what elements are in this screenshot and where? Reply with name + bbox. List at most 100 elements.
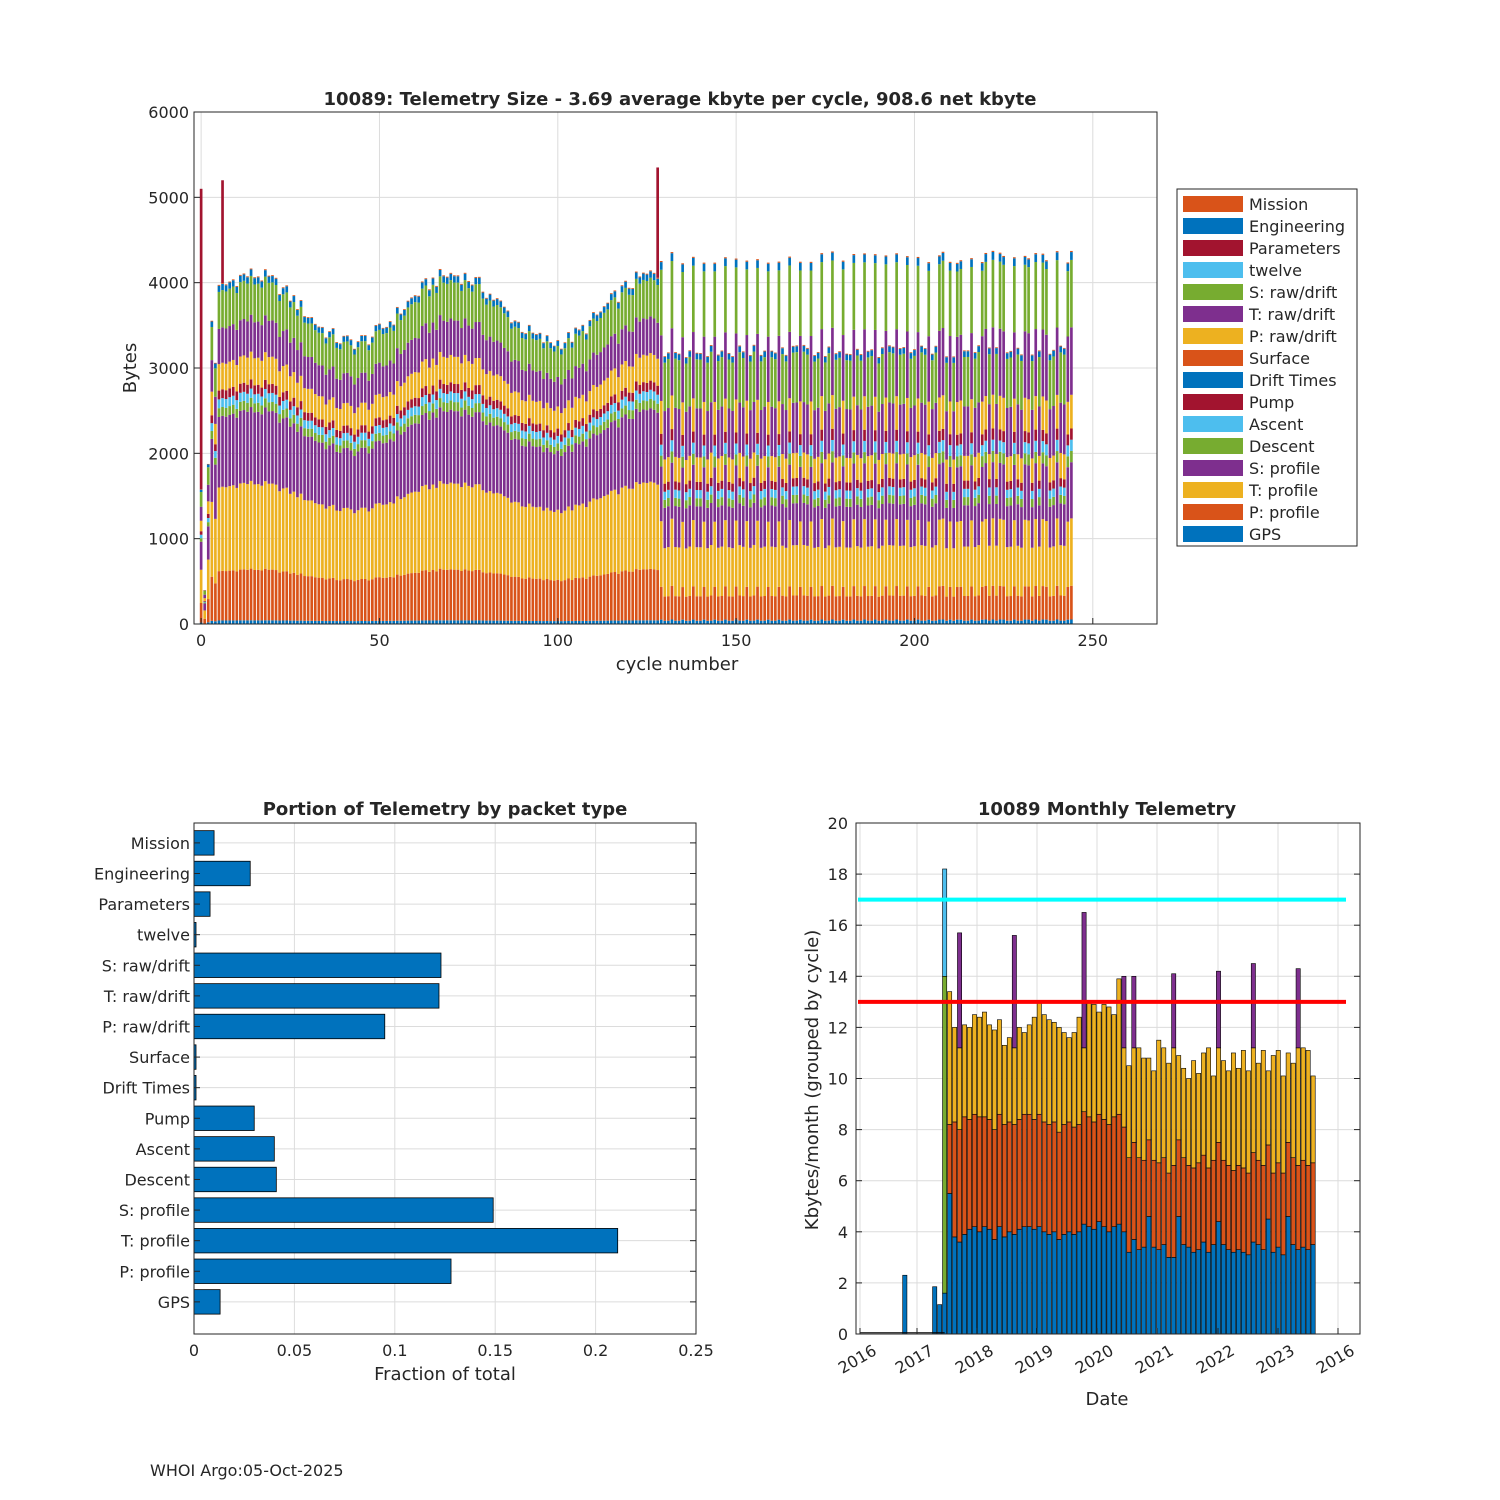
top-bar-segment bbox=[360, 402, 363, 426]
top-bar-segment bbox=[563, 408, 567, 431]
top-bar-segment bbox=[395, 306, 399, 308]
top-bar-segment bbox=[395, 620, 399, 624]
top-bar-segment bbox=[349, 450, 353, 510]
top-bar-segment bbox=[417, 491, 421, 573]
top-bar-segment bbox=[973, 352, 977, 353]
br-bar-segment bbox=[967, 1119, 972, 1230]
br-bar-segment bbox=[972, 1014, 977, 1115]
top-bar-segment bbox=[481, 291, 485, 293]
br-bar-segment bbox=[1275, 1162, 1281, 1248]
top-bar-segment bbox=[1016, 348, 1020, 355]
top-bar-segment bbox=[360, 372, 363, 403]
top-bar-segment bbox=[513, 326, 517, 360]
top-bar-segment bbox=[1041, 329, 1045, 397]
top-bar-segment bbox=[638, 321, 642, 358]
top-bar-segment bbox=[1023, 264, 1027, 332]
top-bar-segment bbox=[902, 595, 906, 621]
top-bar-segment bbox=[1002, 257, 1005, 265]
top-bar-segment bbox=[278, 422, 281, 492]
top-bar-segment bbox=[834, 620, 838, 624]
top-bar-segment bbox=[467, 405, 470, 415]
top-bar-segment bbox=[506, 424, 510, 433]
top-bar-segment bbox=[324, 374, 328, 405]
top-bar-segment bbox=[485, 297, 488, 299]
top-bar-segment bbox=[456, 411, 460, 484]
top-bar-segment bbox=[663, 596, 667, 621]
top-bar-segment bbox=[1066, 336, 1070, 402]
top-bar-segment bbox=[952, 356, 956, 358]
top-bar-segment bbox=[335, 444, 339, 452]
top-bar-segment bbox=[263, 315, 267, 353]
top-bar-segment bbox=[567, 338, 570, 370]
top-bar-segment bbox=[720, 455, 724, 481]
top-bar-segment bbox=[574, 620, 577, 624]
top-bar-segment bbox=[756, 586, 759, 620]
top-bar-segment bbox=[288, 307, 292, 343]
top-bar-segment bbox=[374, 425, 378, 434]
top-bar-segment bbox=[848, 360, 852, 410]
top-bar-segment bbox=[859, 360, 863, 410]
top-bar-segment bbox=[206, 513, 210, 518]
top-bar-segment bbox=[677, 482, 681, 491]
top-bar-segment bbox=[317, 442, 321, 505]
top-bar-segment bbox=[670, 328, 674, 396]
br-bar-segment bbox=[1086, 1116, 1092, 1227]
top-bar-segment bbox=[488, 620, 492, 624]
br-tick-label-y: 8 bbox=[838, 1121, 848, 1140]
top-bar-segment bbox=[856, 496, 859, 505]
top-bar-segment bbox=[802, 494, 806, 503]
top-bar-segment bbox=[916, 398, 920, 432]
top-bar-segment bbox=[385, 327, 388, 334]
br-bar-segment bbox=[1081, 1223, 1087, 1335]
top-bar-segment bbox=[235, 391, 239, 401]
top-bar-segment bbox=[663, 548, 667, 597]
top-bar-segment bbox=[342, 341, 346, 374]
top-bar-segment bbox=[745, 433, 749, 445]
top-bar-segment bbox=[549, 510, 553, 581]
top-bar-segment bbox=[577, 428, 581, 437]
top-bar-segment bbox=[923, 504, 927, 546]
top-bar-segment bbox=[859, 506, 863, 548]
top-bar-segment bbox=[916, 586, 920, 620]
top-bar-segment bbox=[895, 254, 898, 263]
legend-label: P: profile bbox=[1249, 503, 1320, 522]
top-bar-segment bbox=[813, 361, 816, 411]
top-bar-segment bbox=[474, 284, 478, 323]
top-bar-segment bbox=[488, 396, 492, 406]
top-bar-segment bbox=[627, 287, 631, 289]
top-bar-segment bbox=[923, 496, 927, 505]
top-bar-segment bbox=[299, 573, 303, 621]
br-bar-segment bbox=[1245, 1070, 1251, 1174]
top-bar-segment bbox=[535, 439, 538, 448]
top-bar-segment bbox=[838, 505, 841, 547]
br-bar-segment bbox=[1106, 1006, 1112, 1125]
top-bar-segment bbox=[656, 484, 660, 571]
top-bar-segment bbox=[645, 382, 649, 392]
top-bar-segment bbox=[652, 400, 656, 410]
top-bar-segment bbox=[1023, 453, 1027, 465]
top-bar-segment bbox=[367, 409, 371, 432]
top-bar-segment bbox=[221, 486, 224, 571]
top-bar-segment bbox=[549, 342, 553, 344]
top-bar-segment bbox=[809, 619, 813, 624]
top-bar-segment bbox=[595, 499, 599, 576]
top-bar-segment bbox=[988, 347, 991, 349]
top-bar-segment bbox=[249, 397, 253, 408]
top-bar-segment bbox=[463, 382, 467, 392]
top-bar-segment bbox=[510, 502, 513, 577]
top-bar-segment bbox=[1020, 507, 1023, 548]
top-bar-segment bbox=[823, 459, 827, 484]
top-bar-segment bbox=[527, 620, 531, 624]
top-bar-segment bbox=[895, 253, 898, 255]
top-bar-segment bbox=[506, 497, 510, 576]
top-bar-segment bbox=[570, 444, 574, 452]
top-bar-segment bbox=[363, 335, 367, 336]
top-bar-segment bbox=[802, 502, 806, 545]
top-bar-segment bbox=[1041, 441, 1045, 453]
top-bar-segment bbox=[531, 446, 535, 507]
top-bar-segment bbox=[998, 253, 1002, 262]
top-bar-segment bbox=[970, 259, 973, 267]
top-bar-segment bbox=[210, 431, 214, 439]
top-bar-segment bbox=[485, 573, 488, 621]
br-bar-segment bbox=[1255, 1062, 1261, 1161]
